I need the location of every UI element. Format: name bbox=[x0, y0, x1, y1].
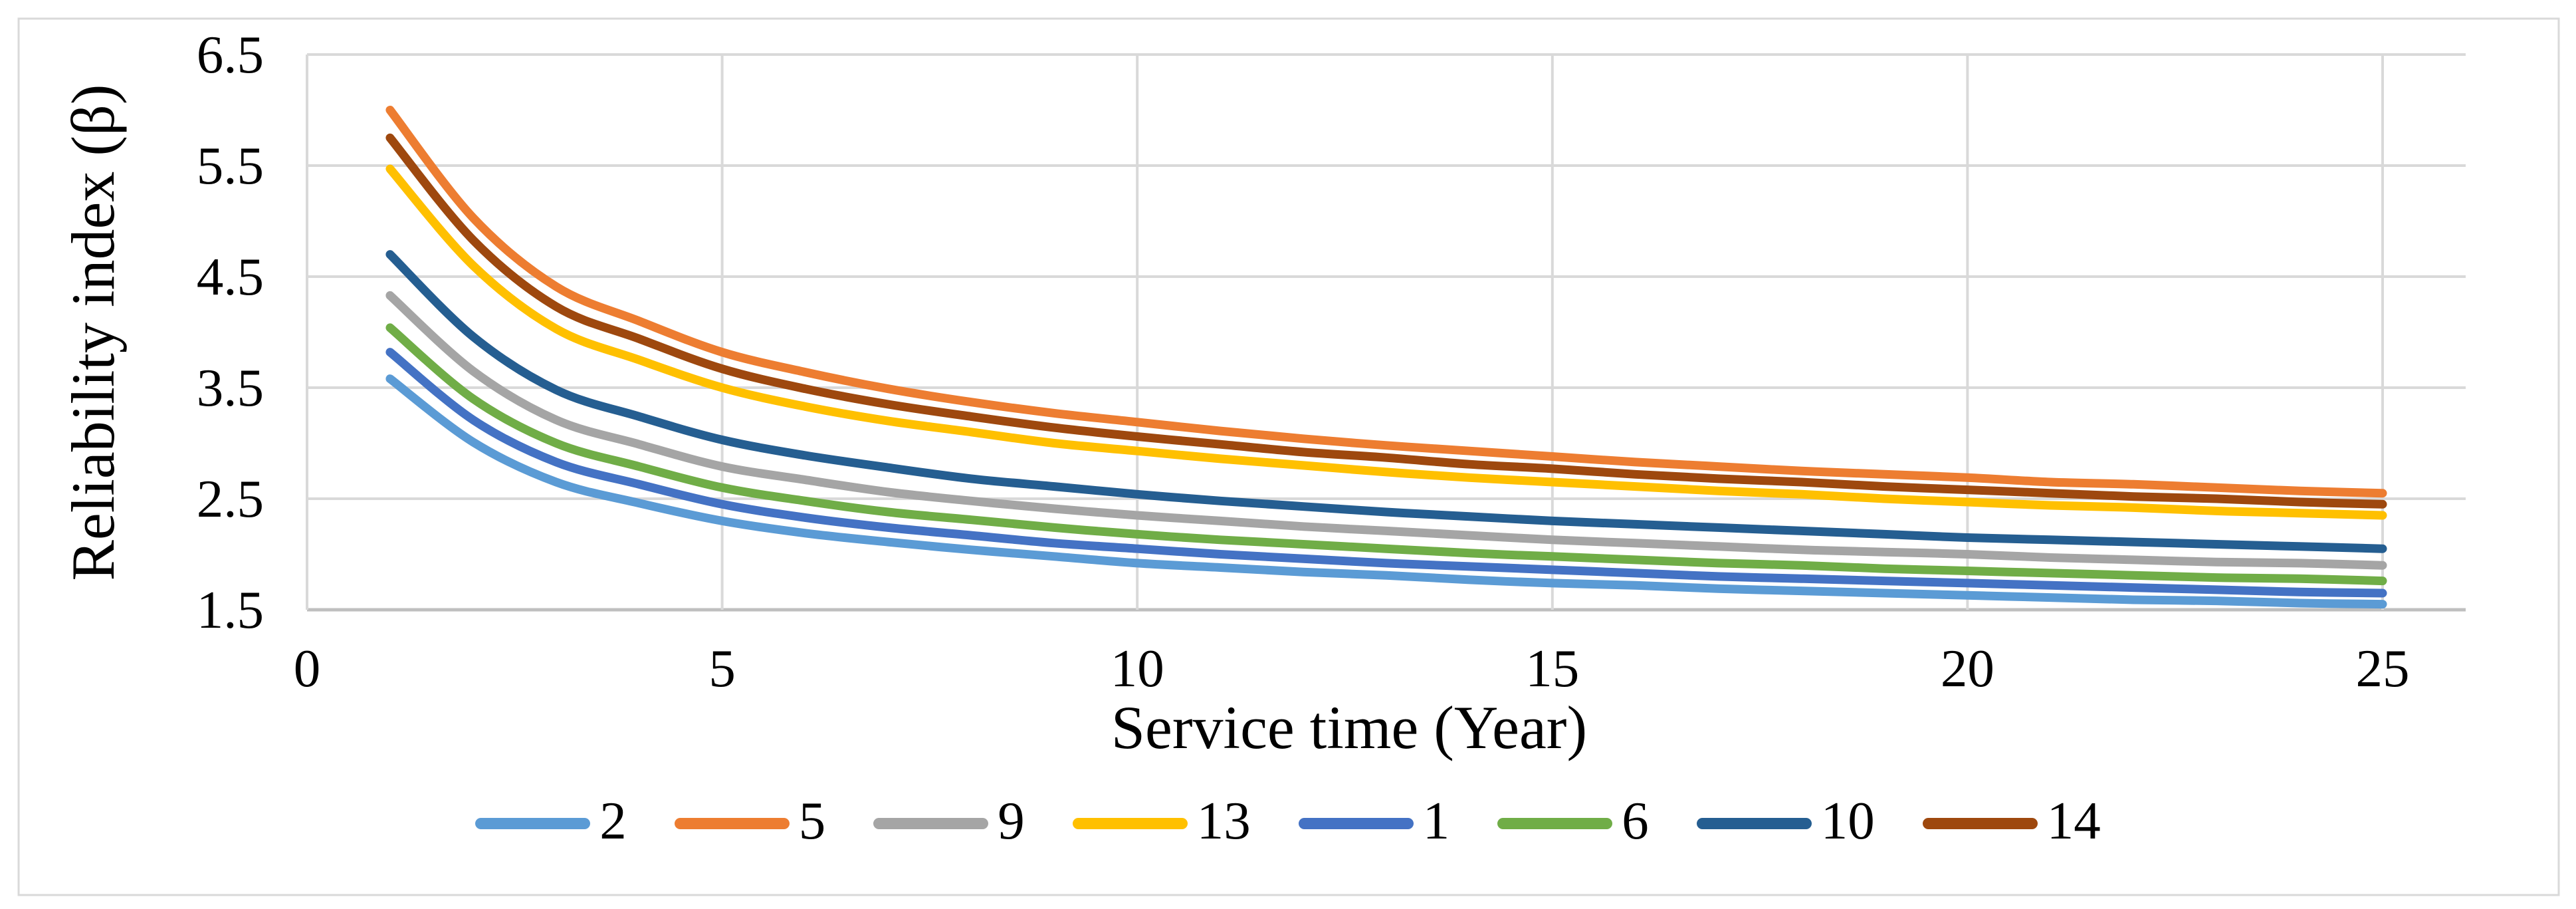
legend-item-10: 10 bbox=[1696, 790, 1875, 850]
legend-item-6: 6 bbox=[1497, 790, 1649, 850]
y-tick-label: 1.5 bbox=[197, 580, 264, 640]
legend-swatch-5 bbox=[674, 817, 790, 829]
y-tick-label: 3.5 bbox=[197, 358, 264, 418]
legend-swatch-2 bbox=[475, 817, 591, 829]
legend-label: 9 bbox=[998, 790, 1025, 850]
x-tick-label: 15 bbox=[1525, 638, 1579, 698]
x-axis-title: Service time (Year) bbox=[1111, 694, 1587, 761]
legend-label: 14 bbox=[2046, 790, 2101, 850]
series-line-13 bbox=[385, 164, 2387, 520]
legend-label: 2 bbox=[599, 790, 627, 850]
legend-label: 10 bbox=[1820, 790, 1875, 850]
legend-swatch-10 bbox=[1696, 817, 1812, 829]
x-tick-label: 20 bbox=[1941, 638, 1994, 698]
x-tick-label: 0 bbox=[294, 638, 321, 698]
series-lines bbox=[385, 106, 2387, 609]
legend-label: 13 bbox=[1196, 790, 1251, 850]
series-line-1 bbox=[385, 348, 2387, 598]
x-tick-label: 5 bbox=[708, 638, 736, 698]
series-line-9 bbox=[385, 291, 2387, 570]
x-tick-label: 10 bbox=[1111, 638, 1164, 698]
legend-item-5: 5 bbox=[674, 790, 826, 850]
legend-item-13: 13 bbox=[1072, 790, 1251, 850]
legend-swatch-1 bbox=[1298, 817, 1414, 829]
legend-item-2: 2 bbox=[475, 790, 627, 850]
y-tick-label: 4.5 bbox=[197, 247, 264, 307]
y-tick-label: 6.5 bbox=[197, 25, 264, 84]
legend-item-1: 1 bbox=[1298, 790, 1450, 850]
series-line-2 bbox=[385, 374, 2387, 609]
series-line-14 bbox=[385, 133, 2387, 509]
y-tick-label: 5.5 bbox=[197, 136, 264, 195]
y-tick-label: 2.5 bbox=[197, 469, 264, 529]
legend-item-9: 9 bbox=[873, 790, 1025, 850]
legend-swatch-14 bbox=[1922, 817, 2038, 829]
x-axis-tick-labels: 0 5 10 15 20 25 bbox=[294, 638, 2410, 698]
legend-swatch-9 bbox=[873, 817, 989, 829]
y-axis-title: Reliability index (β) bbox=[59, 84, 127, 581]
legend-item-14: 14 bbox=[1922, 790, 2101, 850]
series-line-6 bbox=[385, 323, 2387, 586]
y-axis-tick-labels: 6.5 5.5 4.5 3.5 2.5 1.5 bbox=[197, 25, 264, 640]
chart-legend: 2 5 9 13 1 6 10 14 bbox=[0, 790, 2576, 856]
legend-swatch-13 bbox=[1072, 817, 1188, 829]
legend-swatch-6 bbox=[1497, 817, 1613, 829]
series-line-5 bbox=[385, 106, 2387, 498]
legend-label: 6 bbox=[1622, 790, 1649, 850]
legend-label: 5 bbox=[798, 790, 826, 850]
x-tick-label: 25 bbox=[2356, 638, 2410, 698]
legend-label: 1 bbox=[1422, 790, 1450, 850]
gridlines bbox=[306, 53, 2466, 612]
series-line-10 bbox=[385, 250, 2387, 553]
